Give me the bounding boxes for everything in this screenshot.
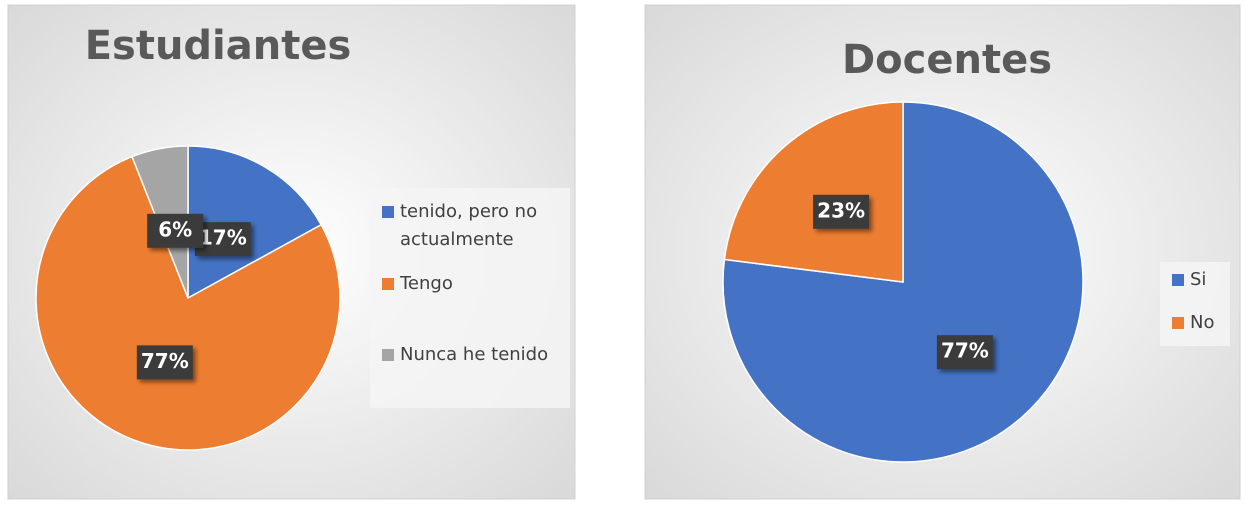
legend-label: Nunca he tenido <box>400 344 549 365</box>
data-label: 23% <box>817 198 865 222</box>
legend-item: Tengo <box>382 270 552 298</box>
legend-swatch <box>1172 274 1184 286</box>
data-label: 6% <box>158 217 192 241</box>
legend-swatch <box>382 206 394 218</box>
pie-slice <box>722 101 1084 463</box>
chart-title: Estudiantes <box>85 23 352 69</box>
legend-item: Si <box>1172 266 1232 294</box>
legend-item: tenido, pero no actualmente <box>382 198 552 254</box>
legend-label: Si <box>1190 269 1207 290</box>
legend <box>1160 262 1230 346</box>
chart-title: Docentes <box>842 37 1052 83</box>
legend-label: Tengo <box>400 273 453 294</box>
pie-slice <box>35 155 341 451</box>
legend-swatch <box>1172 317 1184 329</box>
data-label: 17% <box>199 226 247 250</box>
legend-label: tenido, pero no actualmente <box>400 201 538 250</box>
legend-label: No <box>1190 312 1215 333</box>
legend-swatch <box>382 349 394 361</box>
legend <box>370 188 570 408</box>
data-label-box <box>136 345 193 380</box>
data-label-box <box>147 213 204 248</box>
pie-slice <box>187 145 323 300</box>
data-label-box <box>194 222 251 257</box>
data-label-box <box>813 194 870 229</box>
data-label-box <box>936 335 993 370</box>
legend-item: Nunca he tenido <box>382 341 562 369</box>
legend-item: No <box>1172 309 1232 337</box>
pie-slice <box>723 101 904 283</box>
legend-swatch <box>382 278 394 290</box>
data-label: 77% <box>141 349 189 373</box>
data-label: 77% <box>941 339 989 363</box>
